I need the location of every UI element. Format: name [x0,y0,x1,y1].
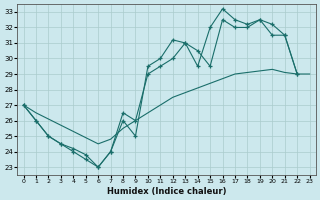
X-axis label: Humidex (Indice chaleur): Humidex (Indice chaleur) [107,187,226,196]
